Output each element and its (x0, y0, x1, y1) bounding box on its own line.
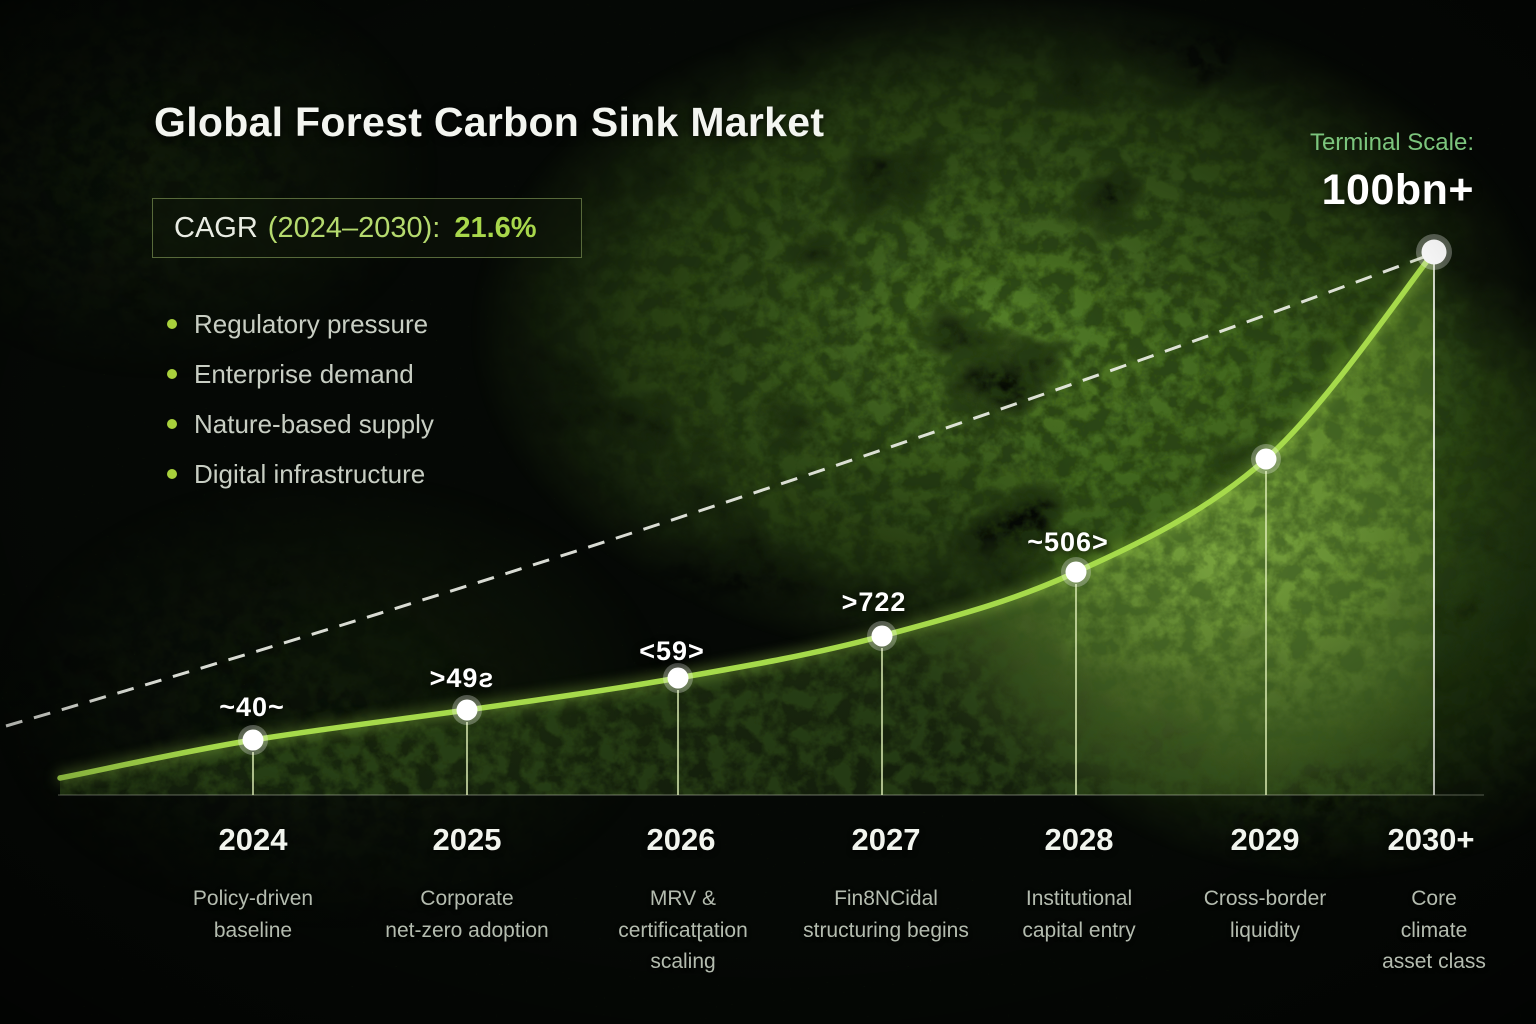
driver-label: Digital infrastructure (194, 458, 426, 489)
list-item: Enterprise demand (167, 349, 434, 399)
year-label-2028: 2028 (1044, 822, 1114, 857)
terminal-scale-value: 100bn+ (1321, 166, 1474, 214)
year-label-2026: 2026 (646, 822, 716, 857)
page-title: Global Forest Carbon Sink Market (154, 99, 825, 145)
driver-label: Nature-based supply (194, 408, 434, 439)
bullet-icon (167, 469, 177, 479)
value-label-2024: ~40~ (219, 692, 285, 722)
bullet-icon (167, 419, 177, 429)
year-label-2025: 2025 (432, 822, 502, 857)
milestone-2024: Policy-driven baseline (192, 887, 314, 942)
terminal-scale-label: Terminal Scale: (1309, 129, 1474, 156)
milestone-2028: Institutional capital entry (1022, 887, 1136, 942)
cagr-range: (2024–2030): (267, 211, 441, 244)
value-label-2025: >49ƨ (429, 663, 495, 693)
market-drivers-list: Regulatory pressure Enterprise demand Na… (167, 299, 434, 499)
milestone-2026: MRV & certificatʈation scaling (618, 887, 748, 973)
driver-label: Regulatory pressure (194, 308, 429, 339)
milestone-2029: Cross-border liquidity (1203, 887, 1327, 942)
year-label-2030: 2030+ (1387, 822, 1475, 857)
value-label-2026: <59> (639, 636, 705, 666)
list-item: Nature-based supply (167, 399, 434, 449)
year-label-2027: 2027 (851, 822, 921, 857)
year-label-2029: 2029 (1230, 822, 1300, 857)
year-label-2024: 2024 (218, 822, 288, 857)
cagr-value: 21.6% (454, 211, 537, 244)
terminal-scale-block: Terminal Scale: 100bn+ (1310, 129, 1474, 215)
milestone-2025: Corporate net-zero adoption (385, 887, 549, 942)
bullet-icon (167, 319, 177, 329)
value-label-2027: >722 (841, 587, 907, 617)
bullet-icon (167, 369, 177, 379)
cagr-label: CAGR (174, 211, 258, 244)
milestone-2027: Fin8NCiḋal structuring begins (803, 887, 969, 942)
value-label-2028: ~506> (1027, 527, 1109, 557)
milestone-2030: Core climate asset class (1382, 887, 1486, 973)
cagr-badge: CAGR (2024–2030): 21.6% (152, 198, 582, 258)
list-item: Digital infrastructure (167, 449, 434, 499)
driver-label: Enterprise demand (194, 358, 414, 389)
list-item: Regulatory pressure (167, 299, 434, 349)
